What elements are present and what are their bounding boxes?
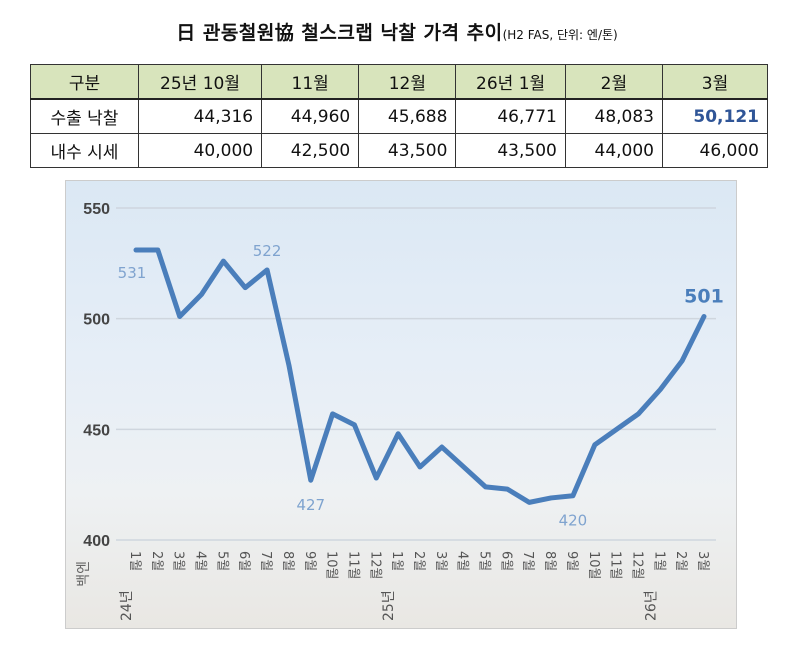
cell: 44,000 <box>564 133 663 168</box>
price-table: 구분 25년 10월 11월 12월 26년 1월 2월 3월 수출 낙찰 44… <box>30 64 769 168</box>
x-year-label: 25년 <box>381 590 397 621</box>
table-row-domestic: 내수 시세 40,000 42,500 43,500 43,500 44,000… <box>30 133 769 168</box>
x-tick-label: 7월 <box>520 551 535 571</box>
x-tick-label: 1월 <box>651 551 666 571</box>
series-line <box>133 247 707 505</box>
cell: 42,500 <box>261 133 360 168</box>
header-cell: 11월 <box>261 64 360 100</box>
x-tick-label: 12월 <box>629 551 644 580</box>
y-tick-label: 450 <box>83 422 110 439</box>
x-year-label: 26년 <box>643 590 659 621</box>
x-tick-label: 10월 <box>324 551 339 580</box>
x-tick-label: 6월 <box>236 551 251 571</box>
cell: 43,500 <box>358 133 457 168</box>
x-tick-label: 9월 <box>564 551 579 571</box>
row-label: 수출 낙찰 <box>30 98 139 134</box>
x-tick-label: 11월 <box>608 551 623 580</box>
chart-svg: 400 450 500 550 백엔 1월 2월 3월 4월 5월 6월 7월 8월 9월 10월 11월 12… <box>76 201 724 621</box>
x-tick-label: 1월 <box>127 551 142 571</box>
y-tick-label: 500 <box>83 312 110 329</box>
x-tick-label: 6월 <box>498 551 513 571</box>
y-axis-label: 백엔 <box>76 561 92 587</box>
x-tick-label: 2월 <box>673 551 688 571</box>
cell: 44,316 <box>137 98 263 134</box>
x-year-label: 24년 <box>119 590 135 621</box>
x-tick-label: 10월 <box>586 551 601 580</box>
y-tick-label: 400 <box>83 533 110 550</box>
cell: 45,688 <box>358 98 457 134</box>
x-tick-label: 5월 <box>214 551 229 571</box>
header-cell: 12월 <box>358 64 457 100</box>
data-label: 522 <box>253 242 282 260</box>
data-label: 427 <box>296 496 325 514</box>
title-main: 日 관동철원協 철스크랩 낙찰 가격 추이 <box>176 22 503 44</box>
cell: 44,960 <box>261 98 360 134</box>
row-label: 내수 시세 <box>30 133 139 168</box>
x-tick-label: 4월 <box>455 551 470 571</box>
header-cell: 3월 <box>661 64 769 100</box>
cell: 40,000 <box>137 133 263 168</box>
header-cell: 25년 10월 <box>137 64 263 100</box>
data-label: 420 <box>559 512 588 530</box>
data-label: 501 <box>684 285 724 307</box>
x-tick-label: 1월 <box>389 551 404 571</box>
cell: 43,500 <box>455 133 566 168</box>
title-sub: (H2 FAS, 단위: 엔/톤) <box>502 28 618 42</box>
table-row-export: 수출 낙찰 44,316 44,960 45,688 46,771 48,083… <box>30 98 769 134</box>
header-cell: 구분 <box>30 64 139 100</box>
x-tick-label: 4월 <box>193 551 208 571</box>
x-tick-label: 3월 <box>171 551 186 571</box>
line-chart: 400 450 500 550 백엔 1월 2월 3월 4월 5월 6월 7월 8월 9월 10월 11월 12… <box>65 180 737 629</box>
data-label: 531 <box>118 264 147 282</box>
cell: 46,000 <box>661 133 769 168</box>
x-tick-label: 5월 <box>477 551 492 571</box>
x-tick-label: 2월 <box>411 551 426 571</box>
y-tick-label: 550 <box>83 201 110 218</box>
cell-highlight: 50,121 <box>661 98 769 134</box>
x-tick-label: 2월 <box>149 551 164 571</box>
cell: 48,083 <box>564 98 663 134</box>
header-cell: 2월 <box>564 64 663 100</box>
cell: 46,771 <box>455 98 566 134</box>
x-tick-label: 7월 <box>258 551 273 571</box>
x-tick-label: 11월 <box>345 551 360 580</box>
table-header-row: 구분 25년 10월 11월 12월 26년 1월 2월 3월 <box>30 64 769 100</box>
header-cell: 26년 1월 <box>455 64 566 100</box>
x-tick-label: 3월 <box>695 551 710 571</box>
x-tick-label: 8월 <box>542 551 557 571</box>
x-tick-label: 8월 <box>280 551 295 571</box>
chart-title: 日 관동철원協 철스크랩 낙찰 가격 추이(H2 FAS, 단위: 엔/톤) <box>0 18 794 45</box>
x-tick-label: 9월 <box>302 551 317 571</box>
x-tick-label: 12월 <box>367 551 382 580</box>
x-tick-label: 3월 <box>433 551 448 571</box>
